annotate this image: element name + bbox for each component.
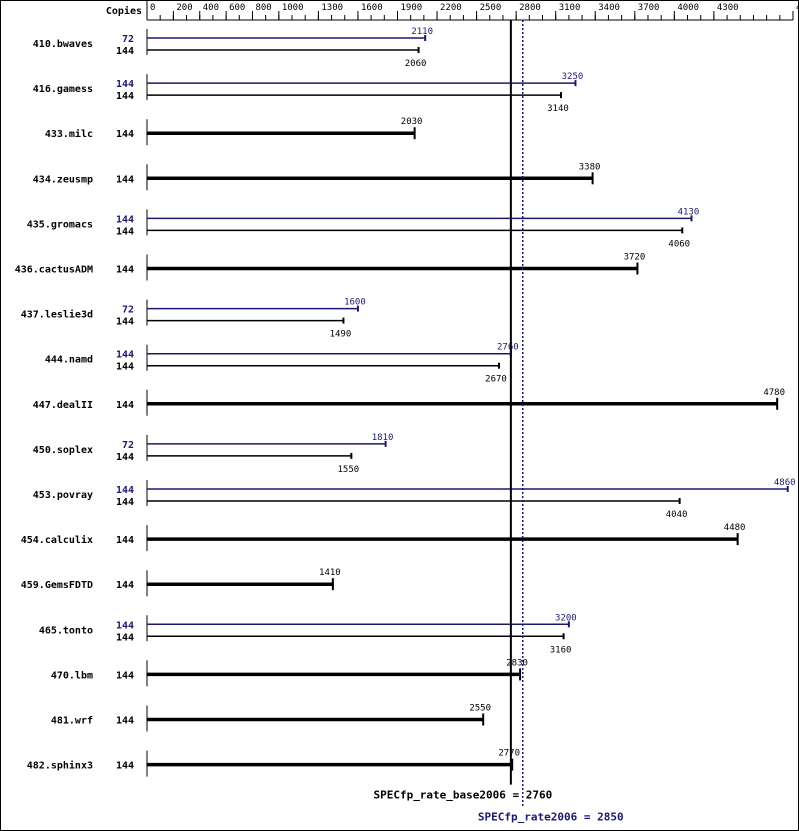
base-value-label: 3720: [624, 253, 646, 263]
base-copies-label: 144: [116, 91, 134, 102]
benchmark-label: 444.namd: [45, 355, 93, 366]
peak-value-label: 1810: [372, 433, 394, 443]
x-tick-label: 600: [229, 3, 245, 13]
base-copies-label: 144: [116, 400, 134, 411]
peak-copies-label: 144: [116, 214, 134, 225]
peak-copies-label: 72: [122, 34, 134, 45]
base-value-label: 2030: [401, 117, 423, 127]
base-copies-label: 144: [116, 535, 134, 546]
base-copies-label: 144: [116, 452, 134, 463]
peak-copies-label: 144: [116, 485, 134, 496]
base-value-label: 1550: [338, 465, 360, 475]
peak-copies-label: 144: [116, 620, 134, 631]
x-tick-label: 4900: [796, 3, 799, 13]
benchmark-label: 447.dealII: [33, 400, 93, 411]
base-value-label: 3140: [547, 104, 569, 114]
base-copies-label: 144: [116, 761, 134, 772]
peak-value-label: 4860: [774, 478, 796, 488]
benchmark-label: 481.wrf: [51, 716, 93, 727]
benchmark-label: 459.GemsFDTD: [21, 580, 93, 591]
base-copies-label: 144: [116, 632, 134, 643]
base-value-label: 2060: [405, 59, 427, 69]
base-value-label: 3160: [550, 645, 572, 655]
peak-value-label: 1600: [344, 298, 366, 308]
benchmark-label: 453.povray: [33, 490, 93, 501]
base-value-label: 1490: [330, 330, 352, 340]
x-tick-label: 3400: [598, 3, 620, 13]
peak-value-label: 3250: [562, 72, 584, 82]
base-copies-label: 144: [116, 226, 134, 237]
peak-value-label: 2110: [411, 27, 433, 37]
base-value-label: 3380: [579, 162, 601, 172]
benchmark-label: 450.soplex: [33, 445, 93, 456]
benchmark-label: 416.gamess: [33, 84, 93, 95]
base-value-label: 2670: [485, 375, 507, 385]
x-tick-label: 1600: [361, 3, 383, 13]
peak-value-label: 4130: [678, 207, 700, 217]
base-value-label: 1410: [319, 568, 341, 578]
peak-copies-label: 144: [116, 350, 134, 361]
benchmark-label: 410.bwaves: [33, 39, 93, 50]
peak-reference-label: SPECfp_rate2006 = 2850: [478, 811, 624, 824]
base-copies-label: 144: [116, 129, 134, 140]
base-copies-label: 144: [116, 265, 134, 276]
benchmark-label: 433.milc: [45, 128, 93, 140]
x-tick-label: 1000: [282, 3, 304, 13]
x-tick-label: 2200: [440, 3, 462, 13]
peak-value-label: 2760: [497, 343, 519, 353]
x-tick-label: 4000: [677, 3, 699, 13]
base-copies-label: 144: [116, 716, 134, 727]
peak-copies-label: 72: [122, 440, 134, 451]
base-value-label: 4040: [666, 510, 688, 520]
base-copies-label: 144: [116, 46, 134, 57]
peak-copies-label: 144: [116, 79, 134, 90]
benchmark-label: 454.calculix: [21, 534, 93, 546]
base-value-label: 4060: [668, 239, 690, 249]
benchmark-label: 435.gromacs: [27, 219, 93, 230]
benchmark-label: 470.lbm: [51, 670, 93, 681]
base-value-label: 2770: [498, 749, 520, 759]
x-tick-label: 2500: [480, 3, 502, 13]
base-value-label: 2830: [506, 658, 528, 668]
x-tick-label: 2800: [519, 3, 541, 13]
base-copies-label: 144: [116, 497, 134, 508]
x-tick-label: 3700: [638, 3, 660, 13]
benchmark-label: 482.sphinx3: [27, 760, 93, 772]
peak-value-label: 3200: [555, 613, 577, 623]
base-copies-label: 144: [116, 174, 134, 185]
base-copies-label: 144: [116, 580, 134, 591]
base-value-label: 4780: [763, 388, 785, 398]
base-value-label: 2550: [469, 704, 491, 714]
base-copies-label: 144: [116, 670, 134, 681]
x-tick-label: 1900: [400, 3, 422, 13]
x-tick-label: 800: [255, 3, 271, 13]
x-tick-label: 0: [150, 3, 155, 13]
base-value-label: 4480: [724, 523, 746, 533]
base-reference-label: SPECfp_rate_base2006 = 2760: [373, 789, 552, 802]
benchmark-label: 437.leslie3d: [21, 309, 93, 321]
x-tick-label: 4300: [717, 3, 739, 13]
benchmark-label: 434.zeusmp: [33, 174, 93, 185]
base-copies-label: 144: [116, 317, 134, 328]
x-tick-label: 200: [176, 3, 192, 13]
copies-axis-label: Copies: [106, 5, 142, 17]
base-copies-label: 144: [116, 362, 134, 373]
x-tick-label: 3100: [559, 3, 581, 13]
x-tick-label: 400: [203, 3, 219, 13]
benchmark-label: 465.tonto: [39, 625, 93, 636]
peak-copies-label: 72: [122, 305, 134, 316]
x-tick-label: 1300: [321, 3, 343, 13]
benchmark-label: 436.cactusADM: [15, 265, 93, 276]
